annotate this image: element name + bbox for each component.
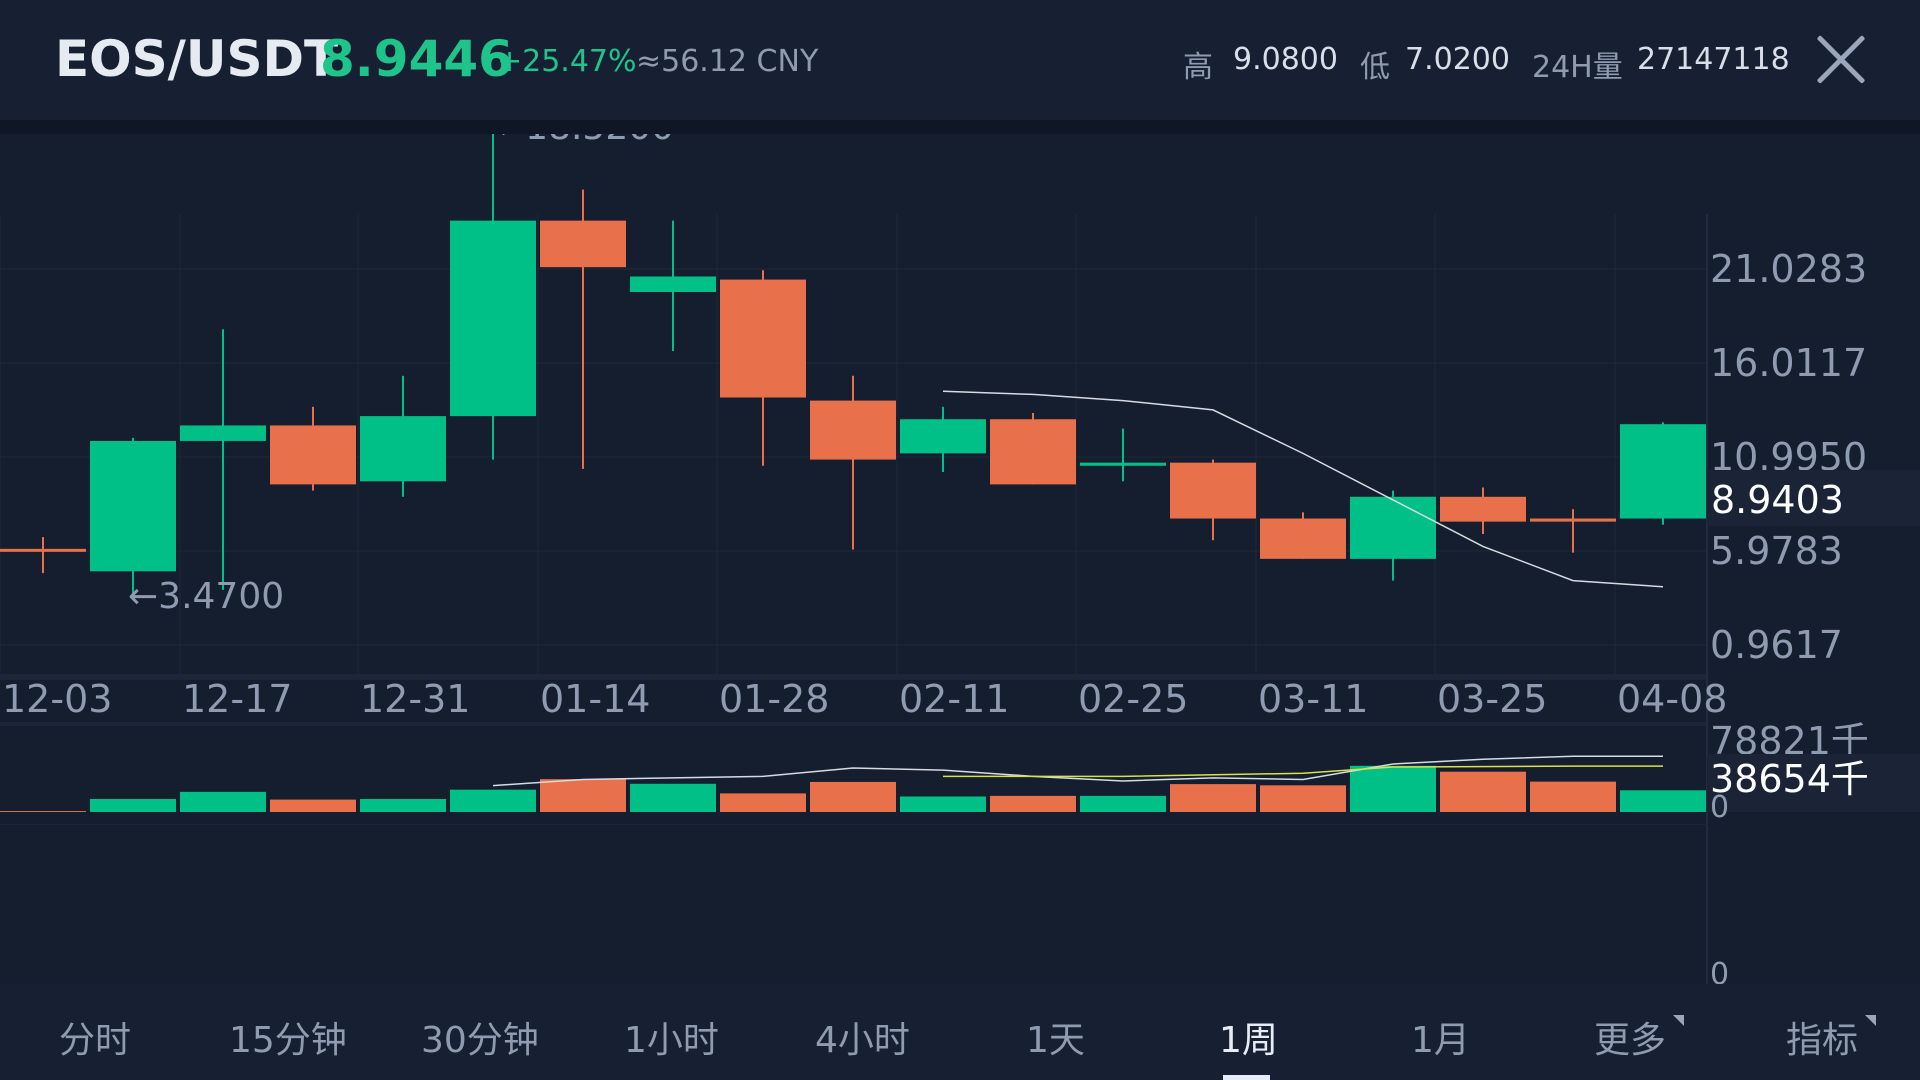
tab-1hour[interactable]: 1小时	[624, 1020, 719, 1061]
corner-triangle-icon	[1865, 1015, 1876, 1026]
candle-body	[990, 419, 1076, 485]
volume-bar	[1530, 781, 1616, 812]
volume-bar	[360, 798, 446, 812]
candlestick-chart[interactable]: 21.028316.011710.99505.97830.9617←18.520…	[0, 107, 1920, 992]
tab-indicators[interactable]: 指标	[1786, 1020, 1859, 1061]
candle-body	[0, 548, 86, 552]
chart-area[interactable]: 21.028316.011710.99505.97830.9617←18.520…	[0, 107, 1920, 992]
candle-body	[1260, 518, 1346, 559]
current-price-label: 8.9403	[1711, 478, 1844, 522]
volume-bar	[900, 796, 986, 812]
active-tab-indicator	[1223, 1075, 1270, 1080]
volume-bar	[1440, 771, 1526, 812]
candle-body	[1170, 462, 1256, 519]
candle-body	[450, 220, 536, 417]
tab-1week[interactable]: 1周	[1219, 1020, 1278, 1061]
x-tick-label: 12-31	[360, 677, 470, 721]
volume-bar	[810, 781, 896, 812]
volume-bar	[180, 791, 266, 812]
volume-current-label: 38654千	[1710, 757, 1869, 801]
candle-body	[630, 276, 716, 293]
volume-bar	[90, 798, 176, 812]
pair-name: EOS/USDT	[55, 30, 339, 88]
x-tick-label: 02-11	[899, 677, 1009, 721]
pane-divider	[0, 674, 1707, 680]
x-tick-label: 12-03	[2, 677, 112, 721]
candle-body	[1620, 424, 1706, 519]
tab-timeshare[interactable]: 分时	[59, 1020, 132, 1061]
x-tick-label: 03-11	[1258, 677, 1368, 721]
ticker-header: EOS/USDT 8.9446 +25.47% ≈56.12 CNY 高 9.0…	[0, 0, 1920, 120]
volume-bar	[540, 779, 626, 812]
x-tick-label: 01-14	[540, 677, 650, 721]
min-annotation: ←3.4700	[128, 576, 284, 617]
tab-1day[interactable]: 1天	[1026, 1020, 1085, 1061]
close-icon[interactable]	[1815, 33, 1867, 85]
candle-body	[270, 425, 356, 485]
volume-bar	[990, 795, 1076, 812]
candle-body	[90, 440, 176, 572]
volume-bar	[450, 789, 536, 812]
tab-1month[interactable]: 1月	[1411, 1020, 1470, 1061]
candle-body	[900, 419, 986, 454]
candle-body	[360, 416, 446, 482]
high-label: 高	[1183, 50, 1213, 85]
volume-ma-line	[492, 755, 1663, 787]
candle-body	[540, 220, 626, 268]
candle-body	[1350, 496, 1436, 559]
corner-triangle-icon	[1673, 1015, 1684, 1026]
volume-bar	[1350, 765, 1436, 812]
y-tick-label: 16.0117	[1710, 341, 1867, 385]
candle-body	[180, 425, 266, 441]
y-tick-label: 21.0283	[1710, 247, 1867, 291]
candle-body	[1080, 462, 1166, 466]
y-tick-label: 5.9783	[1710, 529, 1843, 573]
volume-bar	[720, 793, 806, 812]
tab-more[interactable]: 更多	[1594, 1020, 1667, 1061]
volume-bar	[0, 811, 86, 812]
x-tick-label: 04-08	[1617, 677, 1727, 721]
ma-line	[942, 390, 1664, 588]
volume-bar	[1620, 790, 1706, 812]
volume-bar	[630, 783, 716, 812]
header-divider	[0, 120, 1920, 134]
volume-axis-bottom-label: 0	[1710, 957, 1729, 984]
tab-4hour[interactable]: 4小时	[815, 1020, 910, 1061]
volume-pane-line	[0, 824, 1707, 825]
candle-body	[720, 279, 806, 398]
candle-body	[1530, 518, 1616, 522]
x-tick-label: 03-25	[1437, 677, 1547, 721]
volume-bar	[1080, 795, 1166, 812]
price-cny: ≈56.12 CNY	[636, 44, 819, 79]
low-value: 7.0200	[1405, 42, 1510, 77]
tab-15min[interactable]: 15分钟	[229, 1020, 347, 1061]
interval-tabs: 分时 15分钟 30分钟 1小时 4小时 1天 1周 1月 更多 指标	[0, 985, 1920, 1080]
candle-body	[810, 400, 896, 460]
max-annotation: ←18.5200	[495, 134, 674, 148]
tab-30min[interactable]: 30分钟	[421, 1020, 539, 1061]
volume-bar	[1260, 785, 1346, 812]
x-tick-label: 01-28	[719, 677, 829, 721]
volume-zero-label: 0	[1710, 790, 1729, 825]
volume-ma2-line	[943, 765, 1663, 778]
high-value: 9.0800	[1233, 42, 1338, 77]
price-change: +25.47%	[497, 44, 637, 79]
volume-value: 27147118	[1637, 42, 1790, 77]
volume-bar	[270, 799, 356, 812]
low-label: 低	[1360, 50, 1390, 85]
x-tick-label: 02-25	[1078, 677, 1188, 721]
volume-label: 24H量	[1532, 50, 1623, 85]
candle-body	[1440, 496, 1526, 522]
last-price: 8.9446	[320, 30, 513, 88]
volume-current-tag	[1707, 754, 1920, 812]
x-tick-label: 12-17	[182, 677, 292, 721]
current-price-tag	[1707, 470, 1920, 526]
pane-divider	[0, 722, 1707, 726]
volume-bar	[1170, 784, 1256, 812]
y-tick-label: 0.9617	[1710, 623, 1843, 667]
